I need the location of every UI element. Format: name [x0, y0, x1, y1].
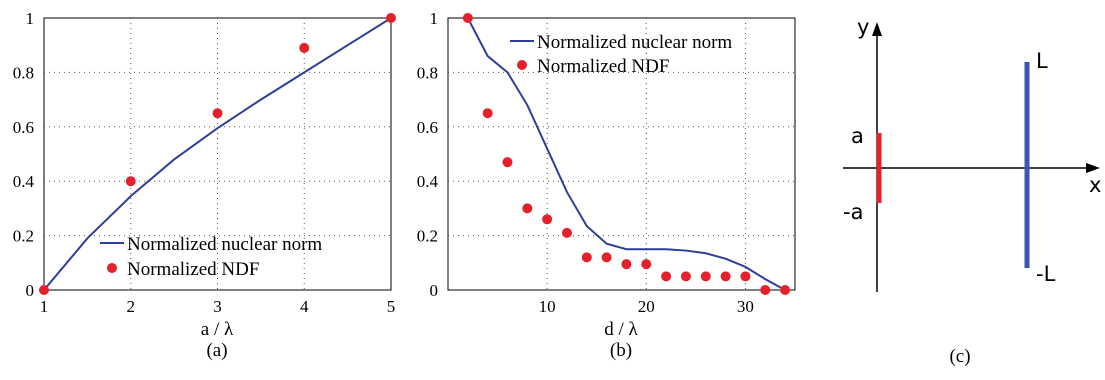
- chart-a-series-line-nuclear-norm: [43, 17, 392, 291]
- chart-b-data-point-ndf: [780, 285, 791, 295]
- chart-a-y-tick-label: 0: [26, 281, 35, 300]
- chart-a-data-point-ndf: [212, 108, 223, 119]
- chart-a-x-tick-label: 4: [300, 297, 309, 316]
- chart-a-data-point-ndf: [386, 13, 396, 23]
- chart-b-legend-label-ndf: Normalized NDF: [537, 56, 669, 77]
- chart-b-y-tick-label: 0.6: [417, 118, 438, 137]
- chart-b-data-point-ndf: [680, 271, 691, 282]
- chart-a-data-point-ndf: [39, 285, 49, 295]
- chart-b: 10 20 30 0 0.2 0.4 0.6 0.8 1 d / λ (b) Normalize…: [417, 9, 796, 361]
- chart-b-data-point-ndf: [601, 252, 612, 263]
- chart-a-tick-labels: 1 2 3 4 5 0 0.2 0.4 0.6 0.8 1: [13, 9, 396, 316]
- chart-b-data-point-ndf: [462, 13, 473, 23]
- chart-b-data-point-ndf: [561, 227, 572, 238]
- red-segment-bottom-label: -a: [843, 200, 863, 224]
- chart-b-data-point-ndf: [482, 108, 493, 119]
- chart-a-legend-dot-swatch: [107, 263, 117, 273]
- chart-b-frame: [447, 17, 796, 291]
- chart-b-panel-label: (b): [610, 340, 632, 361]
- chart-b-x-tick-label: 10: [539, 297, 556, 316]
- chart-b-data-point-ndf: [581, 252, 592, 263]
- chart-b-data-point-ndf: [720, 271, 731, 282]
- diagram-x-axis-arrowhead: [1086, 163, 1100, 173]
- chart-a-legend-label-ndf: Normalized NDF: [127, 259, 259, 280]
- chart-a-data-point-ndf: [125, 176, 136, 187]
- chart-b-grid: [448, 18, 795, 290]
- chart-b-series: [462, 13, 791, 295]
- chart-a-panel-label: (a): [206, 340, 227, 361]
- chart-a-y-tick-label: 1: [26, 9, 35, 28]
- chart-c-panel-label: (c): [949, 346, 970, 367]
- chart-b-data-point-ndf: [700, 271, 711, 282]
- chart-b-y-tick-label: 0: [430, 281, 439, 300]
- chart-a: 1 2 3 4 5 0 0.2 0.4 0.6 0.8 1 a / λ (a) Normalized…: [13, 9, 396, 361]
- chart-a-x-tick-label: 2: [127, 297, 136, 316]
- chart-a-legend-label-nuclear: Normalized nuclear norm: [127, 234, 322, 255]
- blue-segment-top-label: L: [1036, 49, 1048, 73]
- chart-b-x-axis-label: d / λ: [604, 319, 638, 340]
- chart-b-legend-label-nuclear: Normalized nuclear norm: [537, 32, 732, 53]
- chart-b-data-point-ndf: [760, 285, 771, 295]
- chart-a-x-tick-label: 3: [213, 297, 222, 316]
- chart-a-grid: [44, 18, 391, 290]
- chart-b-data-point-ndf: [502, 157, 513, 168]
- chart-a-y-tick-label: 0.2: [13, 227, 34, 246]
- diagram-y-axis-label: y: [857, 15, 869, 39]
- chart-b-x-tick-label: 20: [638, 297, 655, 316]
- chart-b-y-tick-label: 0.4: [417, 172, 439, 191]
- chart-b-data-point-ndf: [542, 214, 553, 225]
- chart-b-legend-dot-swatch: [517, 60, 527, 70]
- diagram-y-axis-arrowhead: [872, 22, 882, 36]
- chart-a-y-tick-label: 0.8: [13, 63, 34, 82]
- chart-a-data-point-ndf: [299, 42, 310, 53]
- geometry-diagram: y x a -a L -L (c): [843, 15, 1101, 367]
- chart-a-y-tick-label: 0.4: [13, 172, 35, 191]
- chart-b-data-point-ndf: [641, 259, 652, 270]
- chart-a-y-tick-label: 0.6: [13, 118, 34, 137]
- chart-a-x-tick-label: 5: [387, 297, 396, 316]
- chart-b-series-line-nuclear-norm: [466, 17, 786, 291]
- chart-b-data-point-ndf: [621, 259, 632, 270]
- blue-segment-bottom-label: -L: [1036, 262, 1056, 286]
- chart-a-x-axis-label: a / λ: [201, 319, 234, 340]
- red-segment-top-label: a: [851, 124, 864, 148]
- chart-b-y-tick-label: 1: [430, 9, 439, 28]
- diagram-x-axis-label: x: [1089, 173, 1101, 197]
- chart-a-series: [39, 13, 396, 295]
- chart-b-y-tick-label: 0.8: [417, 63, 438, 82]
- chart-b-legend: Normalized nuclear norm Normalized NDF: [510, 32, 732, 77]
- chart-b-data-point-ndf: [661, 271, 672, 282]
- chart-a-legend: Normalized nuclear norm Normalized NDF: [100, 234, 322, 280]
- chart-b-tick-labels: 10 20 30 0 0.2 0.4 0.6 0.8 1: [417, 9, 754, 316]
- chart-b-y-tick-label: 0.2: [417, 227, 438, 246]
- chart-a-x-tick-label: 1: [40, 297, 49, 316]
- chart-b-data-point-ndf: [740, 271, 751, 282]
- chart-b-x-tick-label: 30: [737, 297, 754, 316]
- chart-b-data-point-ndf: [522, 203, 533, 214]
